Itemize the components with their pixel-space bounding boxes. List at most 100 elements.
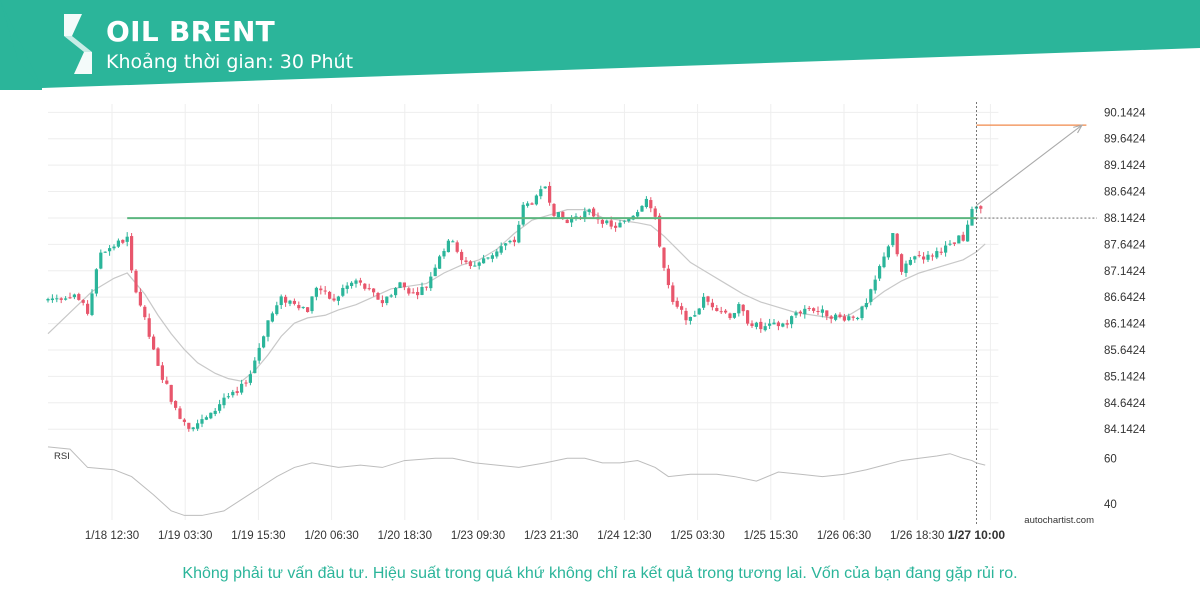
y-tick-label: 85.1424 xyxy=(1104,371,1146,383)
y-tick-label: 87.1424 xyxy=(1104,266,1146,278)
candle xyxy=(600,218,604,228)
x-tick-label: 1/23 21:30 xyxy=(524,530,578,542)
candle xyxy=(112,244,116,251)
candle xyxy=(433,264,437,277)
candle xyxy=(108,245,112,256)
candle xyxy=(424,286,428,291)
candle xyxy=(455,240,459,254)
candle xyxy=(416,287,420,300)
candle xyxy=(244,379,248,387)
candle xyxy=(376,291,380,300)
candle xyxy=(675,297,679,309)
candle xyxy=(754,321,758,330)
candle xyxy=(270,311,274,323)
candle xyxy=(407,286,411,296)
projection-arrowhead xyxy=(1073,124,1084,134)
candle xyxy=(864,298,868,310)
candle xyxy=(429,272,433,291)
candle xyxy=(886,244,890,260)
candle xyxy=(345,282,349,294)
x-tick-label: 1/18 12:30 xyxy=(85,530,139,542)
moving-average xyxy=(47,209,986,382)
candle xyxy=(460,249,464,265)
x-tick-label: 1/20 18:30 xyxy=(378,530,432,542)
candle xyxy=(240,379,244,395)
candle xyxy=(358,277,362,286)
candle xyxy=(842,313,846,322)
candle xyxy=(319,285,323,295)
candle xyxy=(803,305,807,319)
candle xyxy=(776,320,780,331)
candle xyxy=(143,305,147,320)
candle xyxy=(200,414,204,428)
candle xyxy=(900,253,904,275)
candles xyxy=(46,181,983,432)
candle xyxy=(169,384,173,405)
candle xyxy=(970,206,974,226)
candle xyxy=(328,290,332,300)
candle xyxy=(605,219,609,225)
x-axis-labels: 1/18 12:30 1/19 03:30 1/19 15:30 1/20 06:30… xyxy=(85,528,1006,542)
y-tick-label: 86.1424 xyxy=(1104,319,1146,331)
candle xyxy=(262,335,266,349)
grid xyxy=(48,104,999,520)
candle xyxy=(354,278,358,288)
candle xyxy=(490,253,494,263)
candle xyxy=(103,251,107,253)
candle xyxy=(534,194,538,206)
candle xyxy=(961,231,965,242)
candle xyxy=(380,295,384,308)
candle xyxy=(191,426,195,432)
candle xyxy=(966,220,970,242)
candle xyxy=(640,205,644,212)
candle xyxy=(178,406,182,420)
candle xyxy=(306,307,310,313)
candle xyxy=(72,293,76,300)
candle xyxy=(926,251,930,262)
candle xyxy=(724,309,728,314)
y-tick-label: 84.1424 xyxy=(1104,424,1146,436)
candle xyxy=(746,309,750,326)
candle xyxy=(297,301,301,311)
candle xyxy=(160,362,164,383)
candle xyxy=(504,242,508,251)
rsi-tick-label: 40 xyxy=(1104,499,1117,511)
candle xyxy=(922,252,926,264)
candle xyxy=(873,275,877,294)
candle xyxy=(147,313,151,339)
candle xyxy=(948,240,952,246)
candle xyxy=(684,307,688,325)
x-tick-label: 1/25 03:30 xyxy=(670,530,724,542)
candle xyxy=(116,238,120,248)
candle xyxy=(759,318,763,333)
candle xyxy=(323,286,327,295)
candle xyxy=(411,288,415,294)
candle xyxy=(196,419,200,431)
candle xyxy=(636,209,640,219)
candle xyxy=(332,293,336,302)
x-tick-label: 1/23 09:30 xyxy=(451,530,505,542)
rsi-line xyxy=(47,446,986,516)
candle xyxy=(913,255,917,263)
candle xyxy=(688,316,692,325)
candle xyxy=(446,239,450,253)
candle xyxy=(499,242,503,255)
candle xyxy=(790,315,794,329)
candle xyxy=(741,304,745,316)
candle xyxy=(829,315,833,324)
candle xyxy=(156,347,160,367)
candle xyxy=(182,418,186,426)
candle xyxy=(257,343,261,364)
candle xyxy=(350,281,354,289)
x-tick-label: 1/19 03:30 xyxy=(158,530,212,542)
candle xyxy=(693,310,697,317)
candle xyxy=(253,357,257,374)
candle xyxy=(891,233,895,248)
candle xyxy=(134,269,138,294)
candle xyxy=(130,233,134,273)
y-tick-label: 87.6424 xyxy=(1104,239,1146,251)
candle xyxy=(336,295,340,306)
candle xyxy=(856,316,860,321)
candle xyxy=(204,415,208,421)
candle xyxy=(341,284,345,298)
